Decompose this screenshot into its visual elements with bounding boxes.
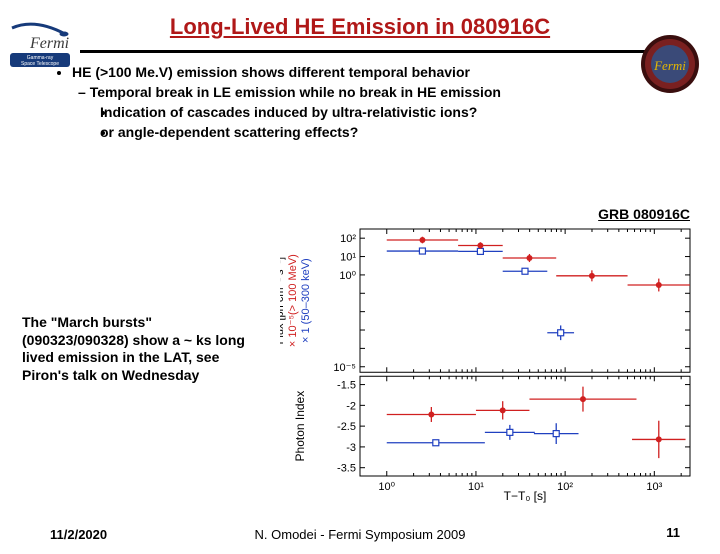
svg-text:-2.5: -2.5 <box>337 421 356 433</box>
bullet-l3b: or angle-dependent scattering effects? <box>116 123 690 142</box>
bullet-l2: Temporal break in LE emission while no b… <box>94 83 690 142</box>
svg-text:-2: -2 <box>346 400 356 412</box>
svg-text:Fermi: Fermi <box>29 35 69 52</box>
svg-text:10⁰: 10⁰ <box>339 270 356 282</box>
svg-text:T−T₀ [s]: T−T₀ [s] <box>504 489 547 503</box>
fermi-badge-right: Fermi <box>640 34 700 94</box>
svg-text:10⁻⁵: 10⁻⁵ <box>333 362 356 374</box>
footer-page: 11 <box>666 525 680 540</box>
bullet-block: HE (>100 Me.V) emission shows different … <box>50 63 690 142</box>
svg-text:10³: 10³ <box>646 481 662 493</box>
svg-text:Fermi: Fermi <box>653 58 686 73</box>
svg-text:× 10⁻⁵(> 100 MeV): × 10⁻⁵(> 100 MeV) <box>287 254 299 347</box>
grb-label: GRB 080916C <box>598 206 690 222</box>
svg-text:× 1 (50–300 keV): × 1 (50–300 keV) <box>300 258 312 343</box>
svg-text:10²: 10² <box>557 481 573 493</box>
side-note: The "March bursts" (090323/090328) show … <box>22 314 252 384</box>
bullet-l1: HE (>100 Me.V) emission shows different … <box>72 63 690 142</box>
svg-text:10²: 10² <box>340 233 356 245</box>
svg-text:-1.5: -1.5 <box>337 380 356 392</box>
svg-text:Photon Index: Photon Index <box>293 391 307 462</box>
svg-text:10¹: 10¹ <box>340 252 356 264</box>
fermi-logo-left: Fermi Gamma-ray Space Telescope <box>10 20 80 70</box>
slide-title: Long-Lived HE Emission in 080916C <box>0 14 720 40</box>
svg-text:10¹: 10¹ <box>468 481 484 493</box>
title-rule <box>80 50 690 53</box>
svg-text:-3.5: -3.5 <box>337 463 356 475</box>
bullet-l3a: Indication of cascades induced by ultra-… <box>116 103 690 122</box>
svg-text:Flux [ph cm⁻² s⁻¹]: Flux [ph cm⁻² s⁻¹] <box>280 257 286 344</box>
chart-container: 10⁻⁵ 10⁰ 10¹ 10² Flux [ph cm⁻² s⁻¹]× 10⁻⁵(> … <box>280 224 700 504</box>
svg-text:10⁰: 10⁰ <box>378 481 395 493</box>
svg-text:-3: -3 <box>346 442 356 454</box>
svg-text:Space Telescope: Space Telescope <box>21 61 59 67</box>
